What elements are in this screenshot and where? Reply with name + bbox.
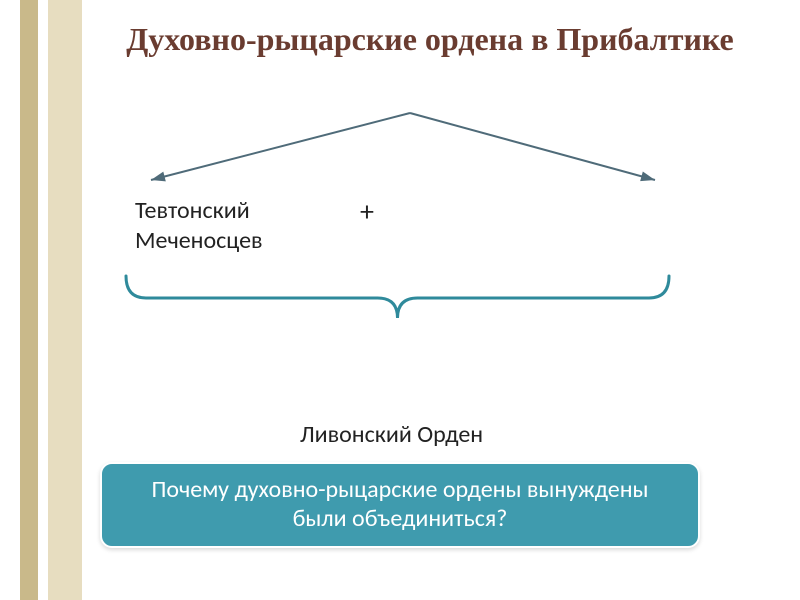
strip-segment — [20, 0, 38, 600]
strip-segment — [48, 0, 82, 600]
order-left-line1: Тевтонский — [135, 196, 263, 226]
question-callout: Почему духовно-рыцарские ордены вынужден… — [100, 462, 700, 548]
page-title: Духовно-рыцарские ордена в Прибалтике — [90, 20, 770, 58]
decorative-left-strip — [20, 0, 82, 600]
question-text: Почему духовно-рыцарские ордены вынужден… — [122, 476, 678, 534]
order-left-line2: Меченосцев — [135, 226, 263, 256]
result-label: Ливонский Орден — [300, 420, 483, 449]
strip-segment — [38, 0, 48, 600]
plus-sign: + — [360, 194, 374, 229]
order-left-label: Тевтонский Меченосцев — [135, 196, 263, 256]
merge-brace — [120, 270, 675, 340]
split-arrows — [135, 110, 665, 190]
